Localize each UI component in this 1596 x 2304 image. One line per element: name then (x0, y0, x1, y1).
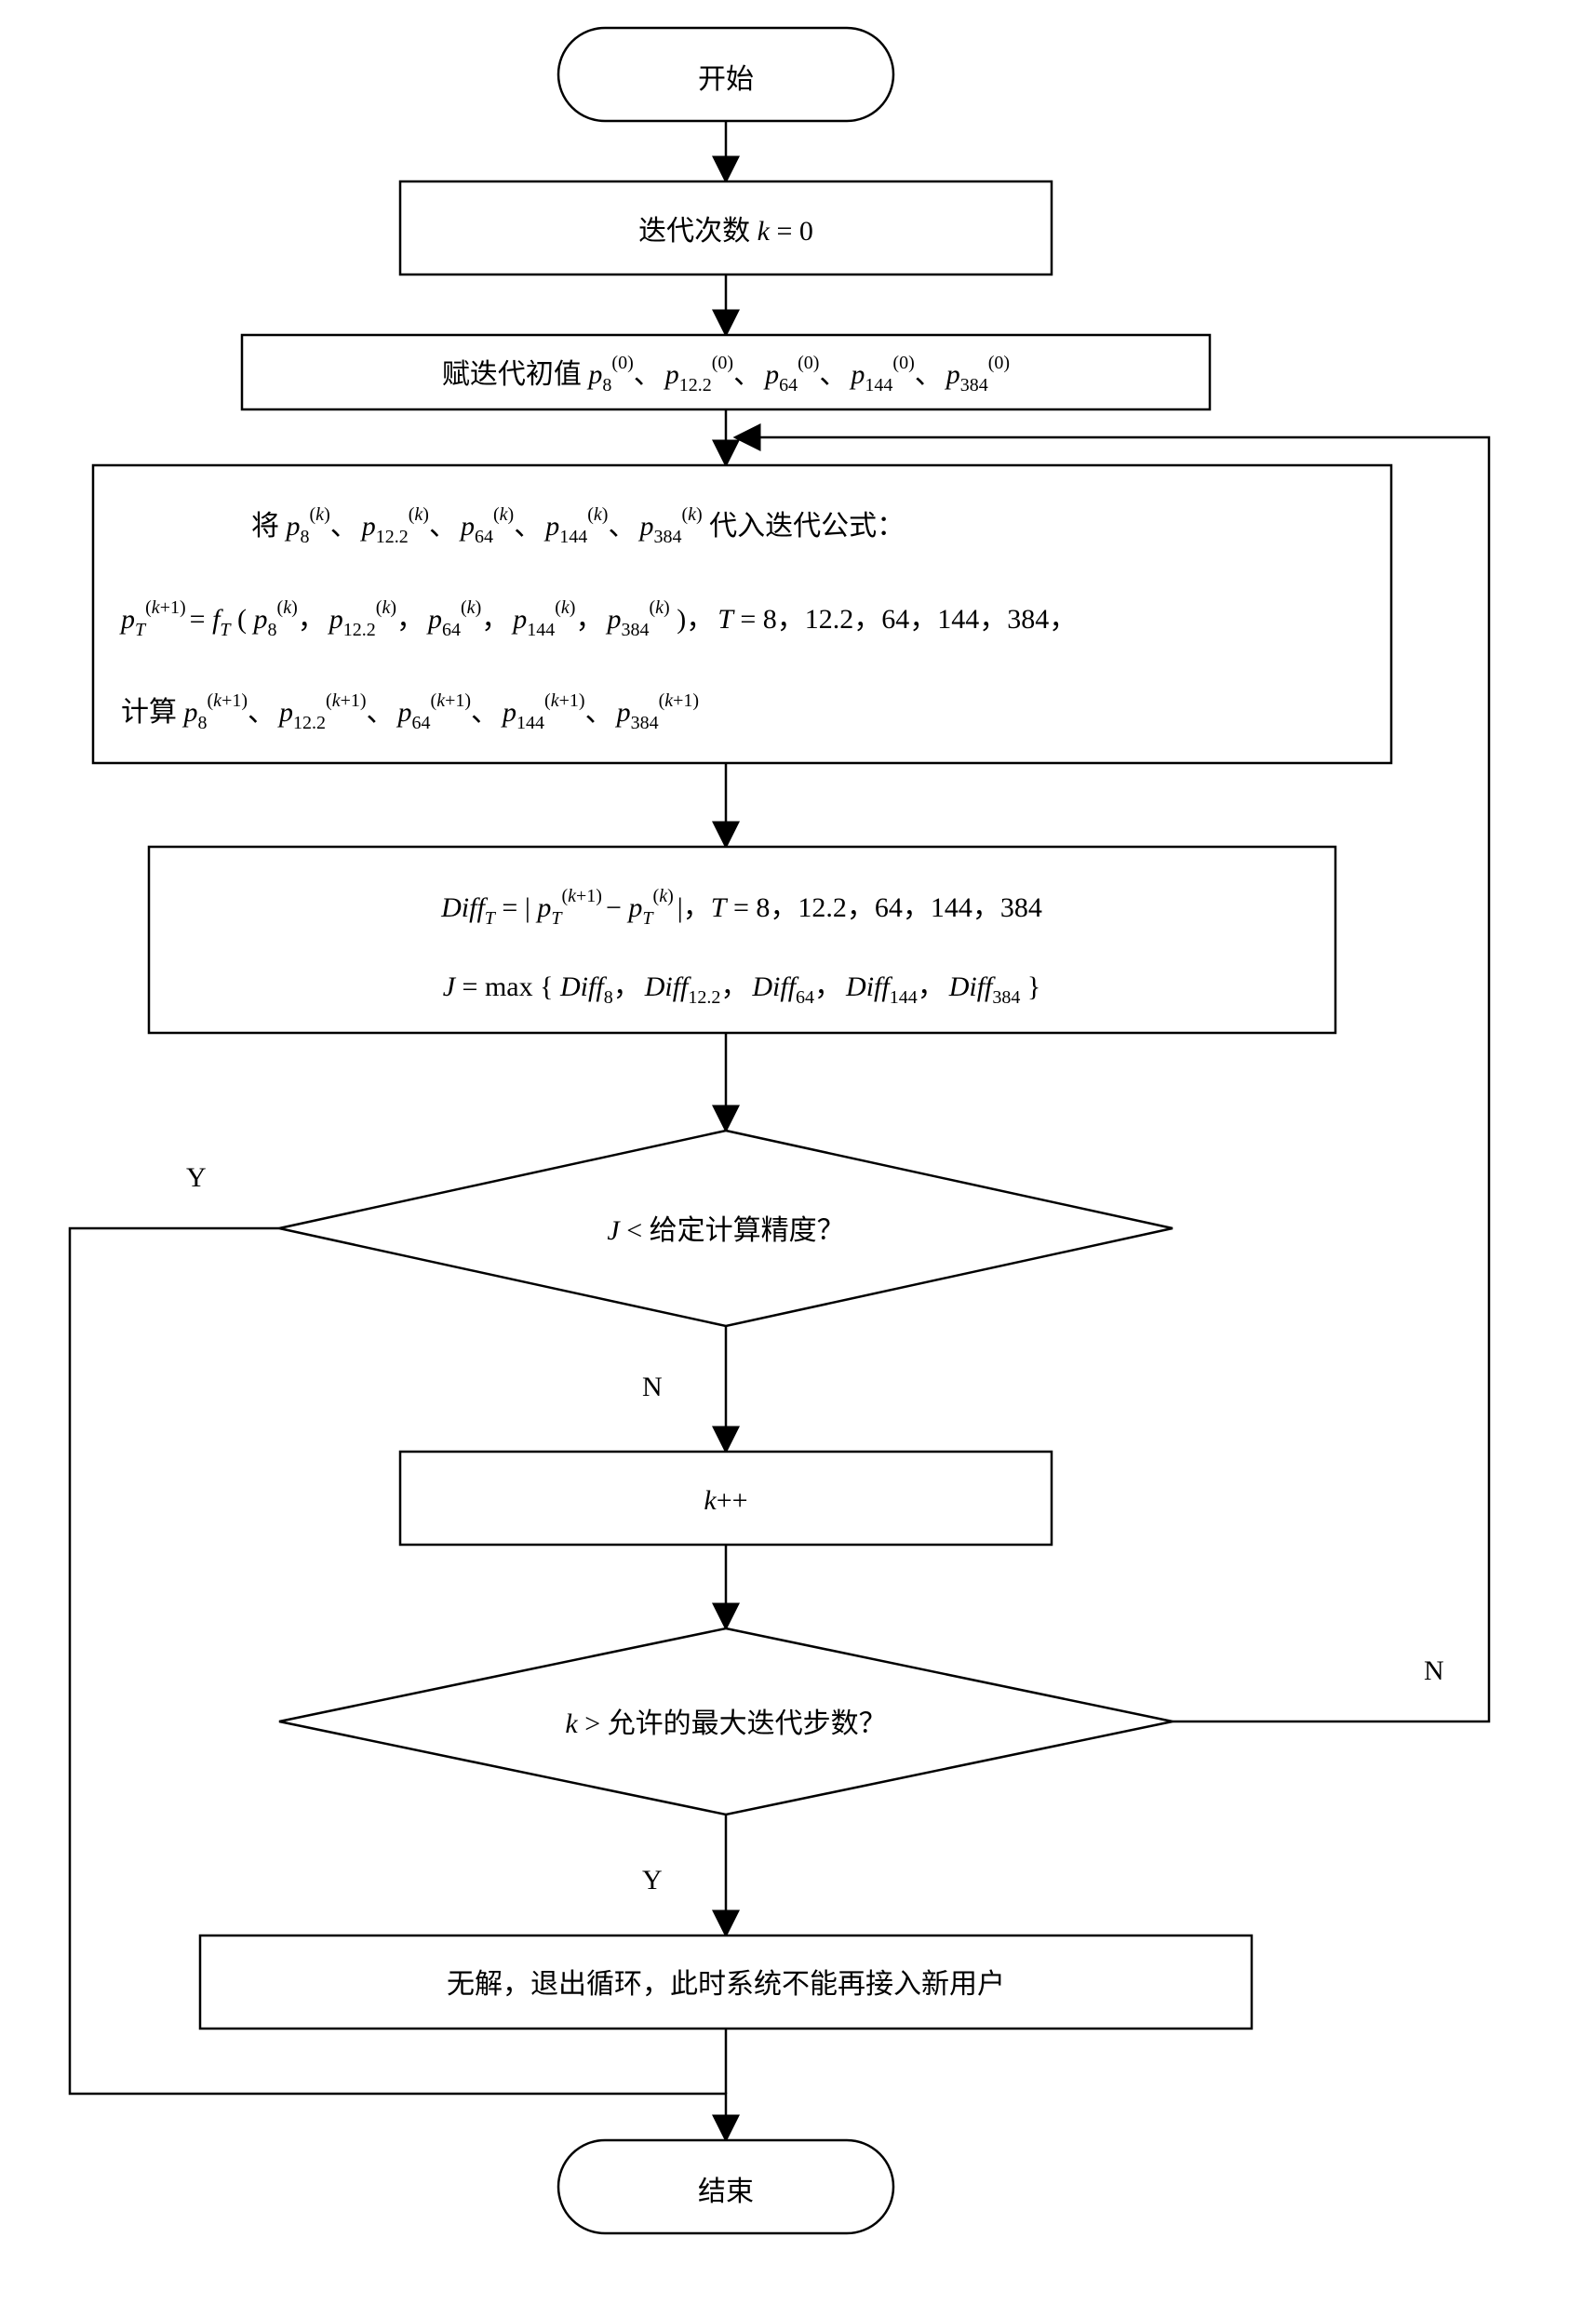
node-diff (149, 847, 1335, 1033)
dec2-y-label: Y (642, 1865, 663, 1895)
node-dec2-label: k > 允许的最大迭代步数？ (565, 1708, 886, 1739)
node-inc-label: k++ (704, 1485, 747, 1516)
dec2-n-label: N (1424, 1655, 1444, 1686)
flowchart-canvas: 开始 迭代次数 k = 0 赋迭代初值 p8(0)、 p12.2(0)、 p64… (0, 0, 1596, 2304)
node-diff-line1: DiffT = | pT(k+1) − pT(k) |，T = 8，12.2，6… (440, 886, 1042, 929)
node-iter-line2: pT(k+1) = fT ( p8(k)， p12.2(k)， p64(k)， … (119, 597, 1077, 640)
node-dec1-label: J < 给定计算精度？ (607, 1215, 844, 1246)
node-start-label: 开始 (698, 64, 754, 95)
node-init-label: 迭代次数 k = 0 (638, 216, 813, 247)
dec1-n-label: N (642, 1372, 663, 1402)
node-end-label: 结束 (698, 2177, 754, 2207)
node-nosol-label: 无解，退出循环，此时系统不能再接入新用户 (447, 1969, 1005, 2000)
dec1-y-label: Y (186, 1162, 207, 1193)
